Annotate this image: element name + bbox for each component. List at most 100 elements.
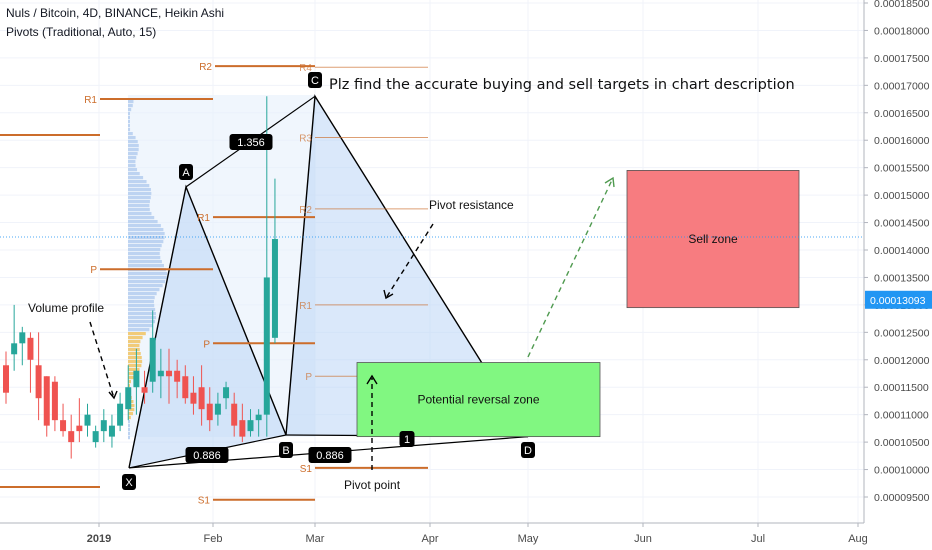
- pattern-ratio-label: 1.356: [237, 137, 265, 149]
- volume-profile-bar: [128, 236, 165, 240]
- target-arrow: [527, 179, 613, 358]
- volume-profile-bar: [128, 172, 140, 176]
- price-tick-label: 0.00013500: [874, 272, 930, 284]
- candle-body: [19, 332, 26, 344]
- pattern-point-b-bg: [279, 442, 293, 458]
- volume-profile-bar: [128, 296, 155, 300]
- volume-profile-bar: [128, 344, 140, 348]
- pattern-ratio-label: 1: [404, 434, 410, 446]
- price-axis-bg: [864, 0, 932, 550]
- volume-profile-bar: [128, 192, 152, 196]
- volume-profile-bar: [128, 320, 156, 324]
- target-arrowhead: [604, 176, 615, 188]
- pivot-level-label: P: [203, 339, 210, 350]
- volume-profile-bar: [128, 272, 168, 276]
- volume-profile-bar: [128, 408, 135, 412]
- volume-profile-bar: [128, 212, 152, 216]
- volume-profile-bar: [128, 436, 130, 440]
- price-tick-label: 0.00016500: [874, 108, 930, 120]
- candle-body: [125, 387, 132, 410]
- candle-body: [198, 387, 205, 410]
- pivot-level-label: S1: [300, 464, 313, 475]
- price-tick-label: 0.00010500: [874, 437, 930, 449]
- volume-profile-bar: [128, 308, 156, 312]
- price-tick-label: 0.00010000: [874, 465, 930, 477]
- candle-body: [223, 387, 230, 399]
- indicator-legend: Pivots (Traditional, Auto, 15): [6, 25, 157, 39]
- time-tick-label: Aug: [848, 533, 868, 545]
- volume-profile-bar: [128, 348, 140, 352]
- current-price-badge: [865, 290, 932, 309]
- price-tick-label: 0.00012500: [874, 327, 930, 339]
- current-price-label: 0.00013093: [870, 295, 926, 307]
- time-tick-label: Jun: [634, 533, 652, 545]
- volume-profile-bar: [128, 264, 164, 268]
- candle-body: [157, 370, 164, 377]
- candle-body: [247, 420, 254, 432]
- volume-profile-bar: [128, 220, 158, 224]
- candle-body: [255, 414, 262, 421]
- pattern-ratio-bg: [185, 447, 229, 463]
- volume-profile-bar: [128, 104, 133, 108]
- volume-profile-bar: [128, 424, 130, 428]
- pattern-ratio-label: 0.886: [193, 450, 221, 462]
- volume-profile-bar: [128, 248, 161, 252]
- volume-profile-bar: [128, 284, 163, 288]
- candle-body: [11, 343, 18, 355]
- volume-profile-bar: [128, 412, 134, 416]
- time-tick-label: 2019: [87, 533, 111, 545]
- price-tick-label: 0.00017500: [874, 53, 930, 65]
- volume-profile-bar: [128, 232, 165, 236]
- candle-body: [27, 337, 34, 360]
- time-tick-label: May: [518, 533, 539, 545]
- pattern-point-x-bg: [122, 474, 136, 490]
- candle-body: [43, 376, 50, 426]
- candle-body: [51, 381, 58, 421]
- volume-profile-bar: [128, 372, 137, 376]
- pattern-point-x: X: [125, 477, 133, 489]
- volume-profile-bar: [128, 160, 136, 164]
- price-tick-label: 0.00018500: [874, 0, 930, 10]
- price-tick-label: 0.00018000: [874, 25, 930, 37]
- volume-profile-bar: [128, 180, 147, 184]
- time-tick-label: Jul: [751, 533, 765, 545]
- volume-profile-bar: [128, 108, 132, 112]
- volume-profile-bar: [128, 120, 130, 124]
- volume-profile-bar: [128, 100, 134, 104]
- candle-body: [84, 414, 91, 426]
- reversal-zone-label: Potential reversal zone: [417, 393, 539, 407]
- volume-profile-bar: [128, 204, 150, 208]
- pivot-level-label: S1: [198, 496, 211, 507]
- volume-profile-bar: [128, 124, 130, 128]
- pattern-point-a: A: [182, 167, 190, 179]
- pattern-point-c-bg: [308, 72, 322, 88]
- price-tick-label: 0.00015000: [874, 190, 930, 202]
- price-tick-label: 0.00017000: [874, 80, 930, 92]
- candle-body: [3, 365, 9, 393]
- candle-body: [239, 420, 246, 437]
- candle-body: [141, 387, 148, 393]
- candle-body: [76, 425, 83, 432]
- sell-zone-label: Sell zone: [688, 232, 738, 246]
- candle-body: [108, 425, 115, 437]
- candle-body: [182, 376, 189, 399]
- volume-profile-bar: [128, 428, 130, 432]
- sell-zone: [626, 170, 800, 309]
- annotation-pivot-resistance: Pivot resistance: [429, 198, 514, 212]
- volume-profile-bar: [128, 332, 146, 336]
- volume-profile-bar: [128, 256, 161, 260]
- pivot-level-label: R2: [299, 205, 312, 216]
- volume-profile-bar: [128, 312, 157, 316]
- candle-body: [100, 420, 107, 432]
- volume-profile-bar: [128, 432, 130, 436]
- pivot-level-label: R1: [197, 213, 210, 224]
- pattern-xab-fill: [129, 186, 286, 468]
- volume-profile-bar: [128, 340, 141, 344]
- pattern-ratio-label: 0.886: [316, 450, 344, 462]
- volume-profile-bar: [128, 164, 136, 168]
- volume-profile-bar: [128, 200, 150, 204]
- price-tick-label: 0.00009500: [874, 492, 930, 504]
- volume-profile-bar: [128, 324, 153, 328]
